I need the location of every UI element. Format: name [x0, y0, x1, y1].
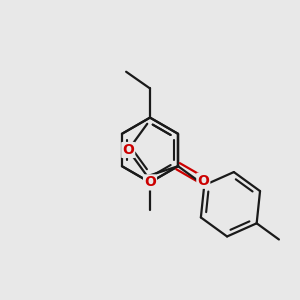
Text: O: O — [122, 143, 134, 157]
Text: O: O — [197, 174, 209, 188]
Text: O: O — [144, 176, 156, 189]
